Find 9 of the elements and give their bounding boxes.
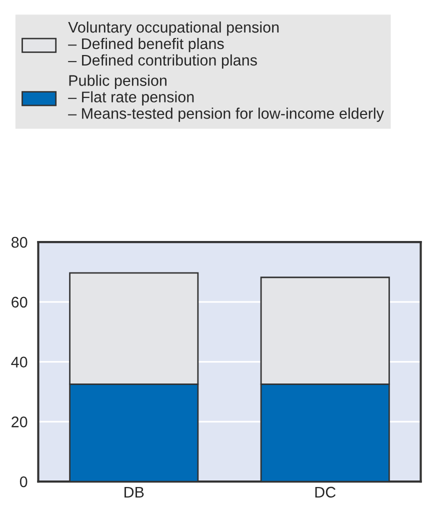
x-tick-label: DC: [315, 486, 336, 498]
y-tick-label: 60: [12, 296, 28, 308]
legend-label: Voluntary occupational pension – Defined benefit plans – Defined contribution plans: [68, 21, 279, 69]
y-tick-label: 20: [12, 416, 28, 428]
x-tick-label: DB: [124, 486, 144, 498]
y-tick-label: 40: [11, 356, 28, 368]
y-tick-label: 80: [12, 236, 28, 248]
y-tick-label: 0: [20, 476, 28, 488]
legend-label: Public pension – Flat rate pension – Means-tested pension for low-income elderly: [68, 74, 384, 122]
